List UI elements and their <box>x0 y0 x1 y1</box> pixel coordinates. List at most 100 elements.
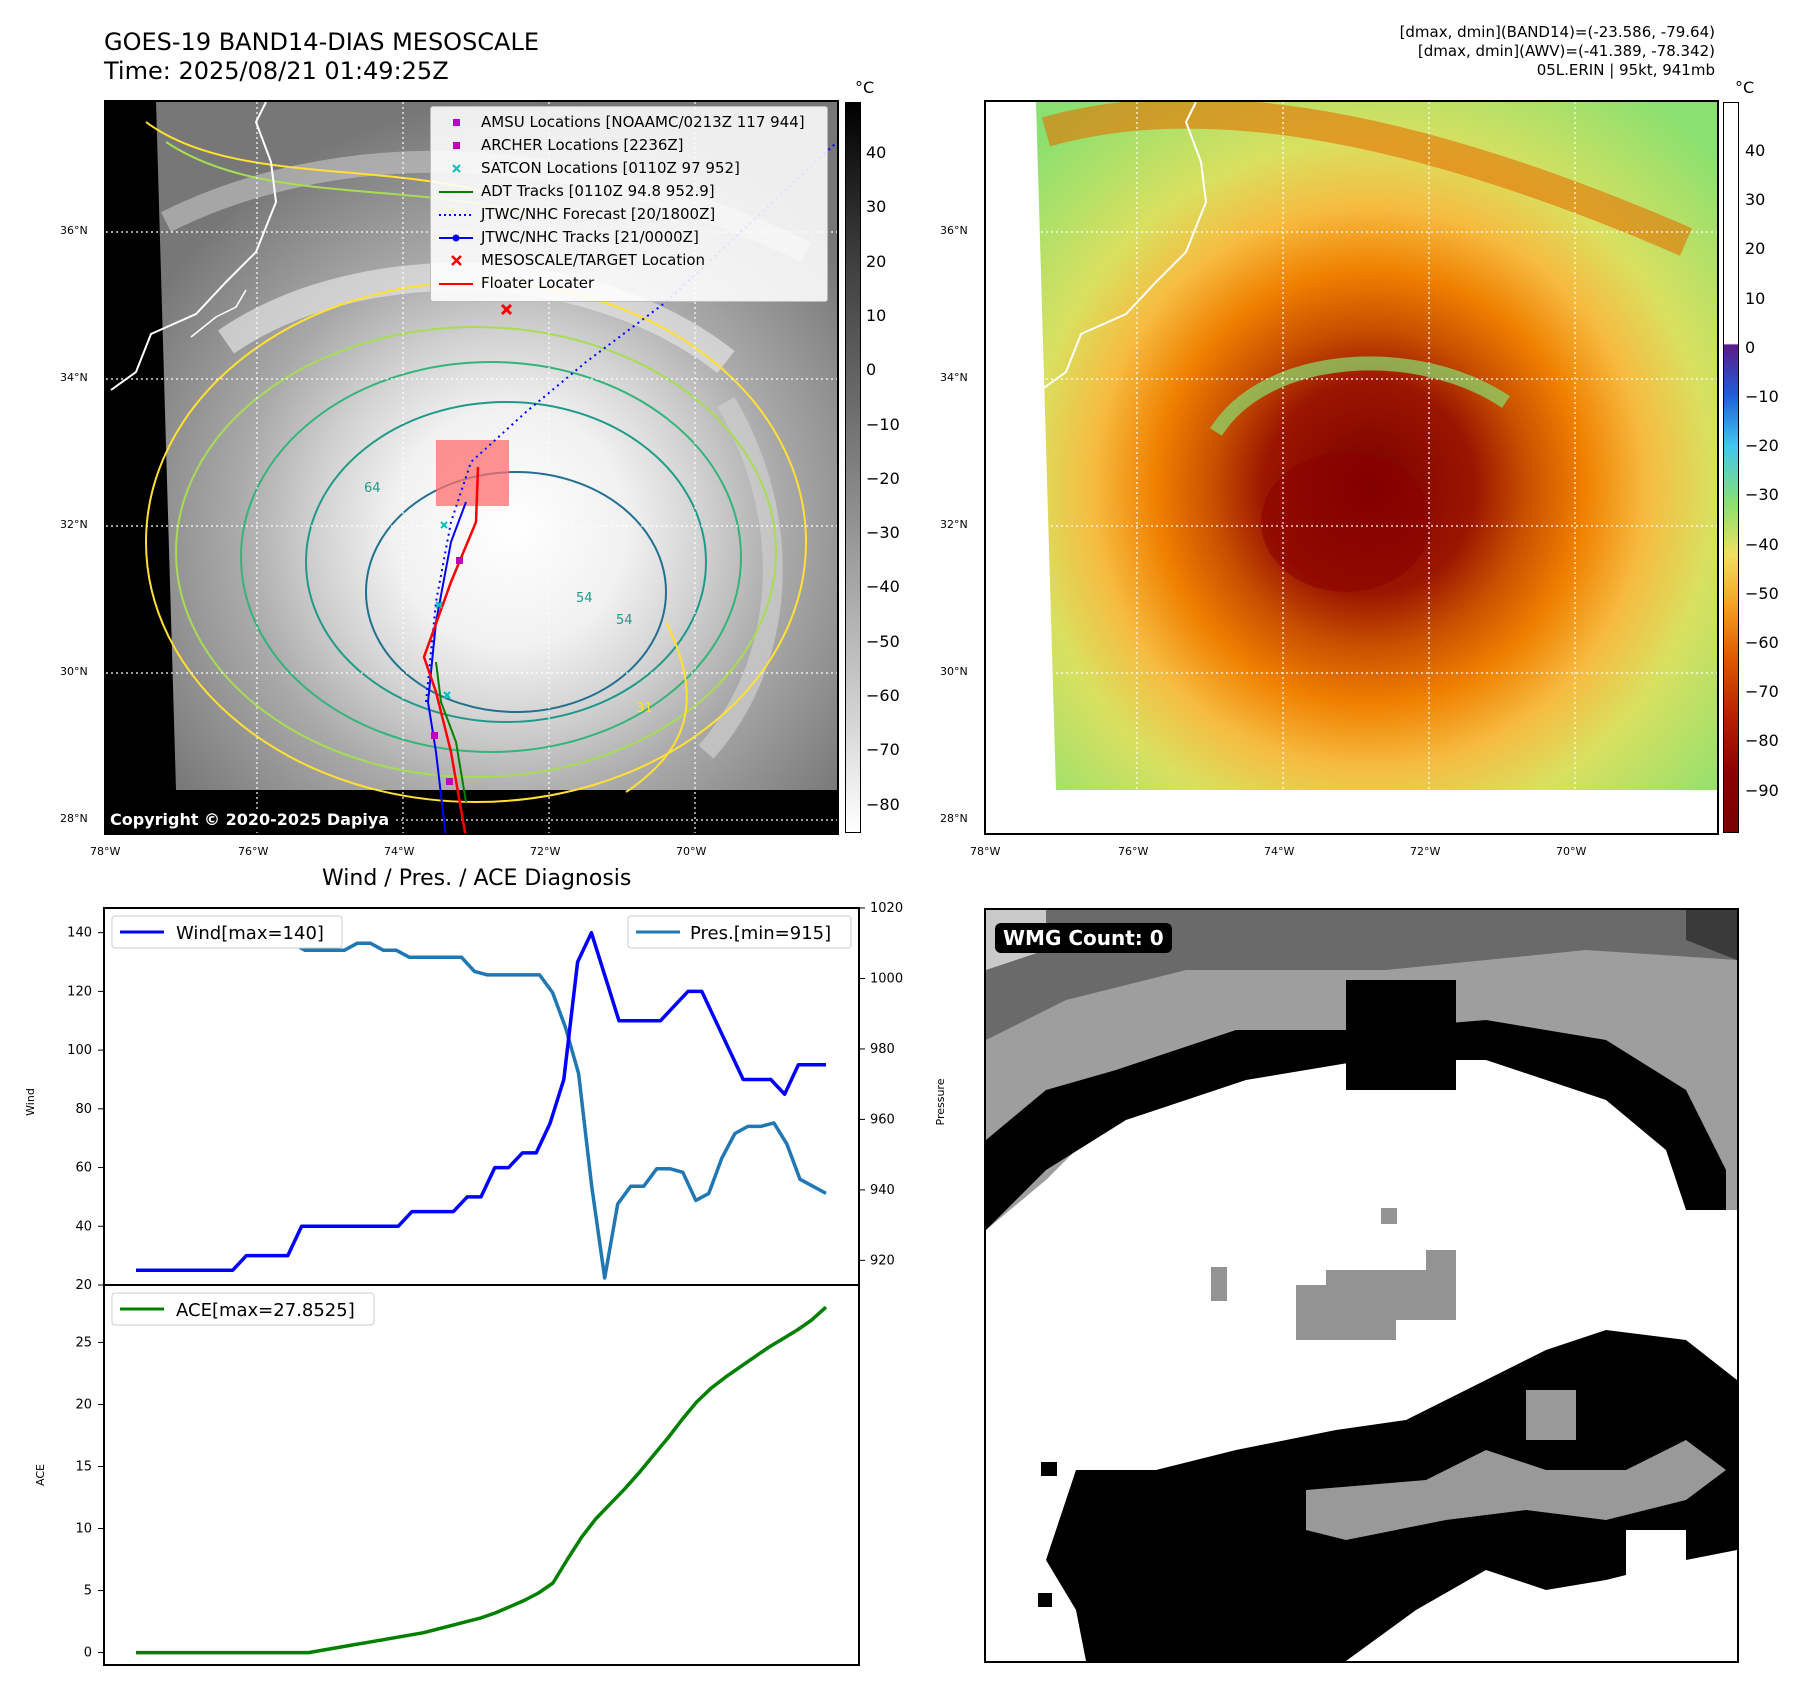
colorbar-tick: −10 <box>1745 387 1779 406</box>
lat-tick: 30°N <box>60 665 88 678</box>
lon-tick: 74°W <box>384 845 415 858</box>
wind-series-line <box>136 930 826 1273</box>
color-ir-map-panel[interactable] <box>984 100 1719 835</box>
stats-storm: 05L.ERIN | 95kt, 941mb <box>1536 61 1715 79</box>
colorbar-tick: −20 <box>866 468 900 488</box>
lat-tick: 34°N <box>940 371 968 384</box>
diagnosis-title: Wind / Pres. / ACE Diagnosis <box>322 866 632 891</box>
lon-tick: 78°W <box>970 845 1001 858</box>
colorbar-tick: −80 <box>1745 731 1779 751</box>
color-ir-image <box>986 102 1717 833</box>
wind-tick-label: 60 <box>75 1161 92 1176</box>
wind-tick-label: 140 <box>67 926 92 941</box>
lon-tick: 74°W <box>1264 845 1295 858</box>
wind-tick-label: 80 <box>75 1102 92 1117</box>
dotted-line-icon <box>439 214 473 216</box>
wind-legend-label: Wind[max=140] <box>176 923 324 944</box>
lat-tick: 28°N <box>940 812 968 825</box>
ace-legend-label: ACE[max=27.8525] <box>176 1300 355 1321</box>
legend-entry-satcon: SATCON Locations [0110Z 97 952] <box>431 157 827 180</box>
ace-panel <box>103 1284 860 1666</box>
square-marker-icon <box>453 142 460 149</box>
pressure-tick-label: 920 <box>870 1253 895 1268</box>
square-marker-icon <box>453 119 460 126</box>
lon-tick: 72°W <box>530 845 561 858</box>
colorbar-tick: −90 <box>1745 780 1779 800</box>
wmg-panel[interactable] <box>984 908 1739 1663</box>
colorbar-tick: −60 <box>866 686 900 705</box>
ace-tick-label: 10 <box>75 1522 92 1537</box>
wind-tick-label: 40 <box>75 1219 92 1234</box>
lon-tick: 76°W <box>238 845 269 858</box>
colorbar-tick: 10 <box>1745 288 1766 308</box>
x-marker-icon <box>452 164 461 173</box>
ace-axis-label: ACE <box>34 1464 47 1486</box>
colorbar-tick: 30 <box>866 197 887 217</box>
ace-series-line <box>136 1305 828 1655</box>
colorbar-tick: −40 <box>1745 534 1779 554</box>
pressure-legend: Pres.[min=915] <box>627 915 852 949</box>
line-marker-icon <box>439 283 473 285</box>
ace-tick-label: 20 <box>75 1397 92 1412</box>
contour-label: 54 <box>576 591 593 606</box>
colorbar-tick: −70 <box>1745 682 1779 702</box>
wind-tick-label: 100 <box>67 1043 92 1058</box>
legend-entry-floater: Floater Locater <box>431 272 827 295</box>
lon-tick: 70°W <box>1556 845 1587 858</box>
colorbar-tick: 20 <box>866 251 887 271</box>
colorbar-tick: −70 <box>866 740 900 760</box>
page-title: GOES-19 BAND14-DIAS MESOSCALE <box>104 28 540 56</box>
lat-tick: 30°N <box>940 665 968 678</box>
legend-entry-tracks: JTWC/NHC Tracks [21/0000Z] <box>431 226 827 249</box>
colorbar-tick: −80 <box>866 794 900 814</box>
colorbar-tick: 40 <box>1745 141 1766 160</box>
left-colorbar <box>845 102 861 833</box>
colorbar-tick: −30 <box>866 523 900 543</box>
pressure-tick-label: 940 <box>870 1183 895 1198</box>
colorbar-tick: 0 <box>1745 337 1756 357</box>
lat-tick: 36°N <box>940 224 968 237</box>
pressure-legend-label: Pres.[min=915] <box>690 923 831 944</box>
colorbar-tick: −40 <box>866 577 900 597</box>
colorbar-tick: −10 <box>866 414 900 434</box>
wind-axis-label: Wind <box>24 1088 37 1116</box>
ace-tick-label: 15 <box>75 1459 92 1474</box>
colorbar-tick: −50 <box>1745 583 1779 603</box>
lat-tick: 32°N <box>940 518 968 531</box>
legend-entry-forecast: JTWC/NHC Forecast [20/1800Z] <box>431 203 827 226</box>
x-marker-icon <box>451 255 462 266</box>
pressure-tick-label: 1020 <box>870 901 903 916</box>
contour-label: 31 <box>636 701 653 716</box>
legend-entry-archer: ARCHER Locations [2236Z] <box>431 134 827 157</box>
colorbar-tick: −60 <box>1745 633 1779 652</box>
pressure-tick-label: 980 <box>870 1042 895 1057</box>
pressure-axis-label: Pressure <box>934 1078 947 1125</box>
lat-tick: 36°N <box>60 224 88 237</box>
lon-tick: 76°W <box>1118 845 1149 858</box>
wmg-count-badge: WMG Count: 0 <box>995 923 1172 953</box>
colorbar-tick: −30 <box>1745 485 1779 505</box>
left-colorbar-unit: °C <box>855 78 875 97</box>
right-colorbar <box>1723 102 1739 833</box>
colorbar-tick: 40 <box>866 143 887 162</box>
lat-tick: 34°N <box>60 371 88 384</box>
colorbar-tick: −20 <box>1745 436 1779 456</box>
lon-tick: 78°W <box>90 845 121 858</box>
colorbar-tick: −50 <box>866 631 900 651</box>
copyright-label: Copyright © 2020-2025 Dapiya <box>104 809 396 830</box>
ace-tick-label: 25 <box>75 1335 92 1350</box>
pressure-tick-label: 960 <box>870 1112 895 1127</box>
legend-entry-target: MESOSCALE/TARGET Location <box>431 249 827 272</box>
contour-label: 54 <box>616 613 633 628</box>
stats-band14: [dmax, dmin](BAND14)=(-23.586, -79.64) <box>1399 23 1715 41</box>
stats-awv: [dmax, dmin](AWV)=(-41.389, -78.342) <box>1417 42 1715 60</box>
line-marker-icon <box>439 191 473 193</box>
map-legend: AMSU Locations [NOAAMC/0213Z 117 944] AR… <box>430 106 828 302</box>
contour-label: 64 <box>364 481 381 496</box>
lat-tick: 28°N <box>60 812 88 825</box>
pressure-tick-label: 1000 <box>870 971 903 986</box>
ace-legend: ACE[max=27.8525] <box>111 1292 375 1326</box>
colorbar-tick: 0 <box>866 360 877 380</box>
wind-tick-label: 20 <box>75 1278 92 1293</box>
